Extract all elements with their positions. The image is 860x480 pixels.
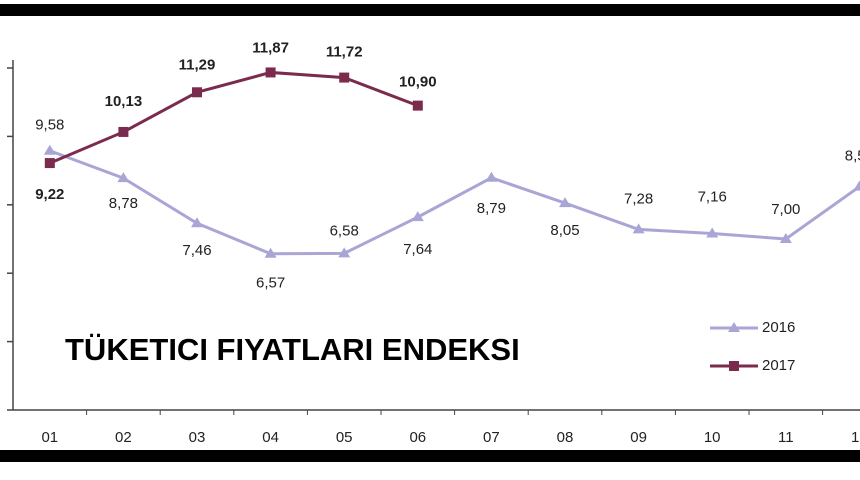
x-tick-label: 07 <box>483 429 500 446</box>
legend-label: 2016 <box>762 319 795 336</box>
marker <box>853 180 860 191</box>
marker <box>411 211 424 222</box>
data-label: 8,05 <box>550 222 579 239</box>
series-line <box>49 149 860 256</box>
x-tick-label: 11 <box>778 429 794 446</box>
marker <box>632 223 645 234</box>
marker <box>264 247 277 258</box>
x-tick-label: 12 <box>851 429 860 446</box>
marker <box>265 67 276 78</box>
data-label: 6,58 <box>330 222 359 239</box>
marker <box>559 197 571 208</box>
x-tick-label: 06 <box>409 429 426 446</box>
series-line <box>49 70 419 165</box>
marker <box>44 158 55 169</box>
data-label: 10,13 <box>105 93 143 110</box>
data-label: 8,78 <box>109 195 138 212</box>
data-label: 6,57 <box>256 275 285 292</box>
marker <box>412 100 423 111</box>
legend-marker <box>728 322 740 332</box>
marker <box>779 233 792 243</box>
x-tick-label: 08 <box>557 429 574 446</box>
x-tick-label: 09 <box>630 429 647 446</box>
x-tick-label: 04 <box>262 429 279 446</box>
data-label: 9,58 <box>35 117 64 134</box>
bottom-border <box>0 450 860 462</box>
data-label: 11,72 <box>326 44 363 61</box>
data-label: 7,28 <box>624 190 653 207</box>
marker <box>339 72 350 83</box>
data-label: 9,22 <box>35 186 64 203</box>
data-label: 7,46 <box>182 242 211 259</box>
x-tick-label: 02 <box>115 429 132 446</box>
top-border <box>0 4 860 16</box>
x-tick-label: 10 <box>704 429 721 446</box>
marker <box>118 126 129 137</box>
marker <box>43 144 56 155</box>
data-label: 7,64 <box>403 241 432 258</box>
x-tick-label: 01 <box>41 429 58 446</box>
legend-marker <box>729 361 739 371</box>
marker <box>192 87 202 98</box>
chart-title: TÜKETICI FIYATLARI ENDEKSI <box>65 332 520 367</box>
data-label: 11,29 <box>179 56 216 73</box>
data-label: 8,79 <box>477 200 506 217</box>
data-label: 8,53 <box>845 148 860 165</box>
legend-label: 2017 <box>762 357 795 374</box>
data-label: 7,00 <box>771 201 800 218</box>
marker <box>706 227 719 238</box>
x-tick-label: 05 <box>336 429 353 446</box>
marker <box>117 172 130 183</box>
marker <box>485 171 498 182</box>
data-label: 10,90 <box>399 74 437 91</box>
marker <box>338 247 351 258</box>
data-label: 7,16 <box>698 188 727 205</box>
x-tick-label: 03 <box>189 429 206 446</box>
data-label: 11,87 <box>252 39 289 56</box>
marker <box>191 217 203 228</box>
